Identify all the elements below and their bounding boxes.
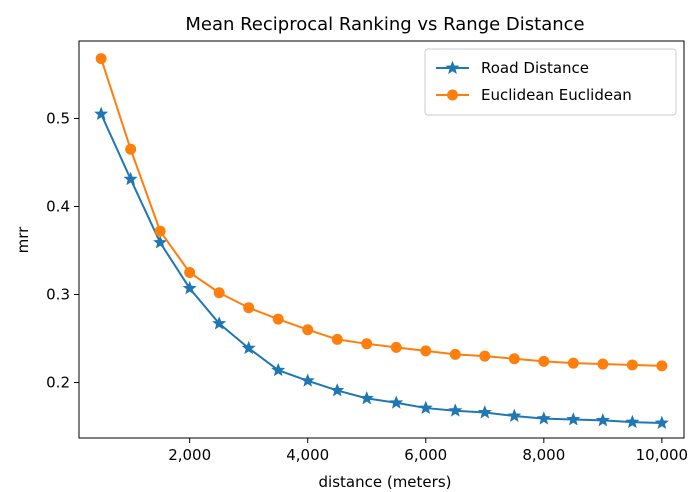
data-point	[536, 411, 551, 425]
data-point	[389, 395, 404, 409]
chart-title: Mean Reciprocal Ranking vs Range Distanc…	[185, 14, 584, 35]
data-point	[479, 350, 491, 362]
data-point	[331, 333, 343, 345]
data-point	[597, 358, 609, 370]
data-point	[184, 267, 196, 279]
data-point	[566, 412, 581, 426]
series-line	[100, 113, 662, 425]
data-point	[154, 225, 166, 237]
legend-item: Road Distance	[436, 59, 589, 77]
series-2	[95, 53, 668, 372]
data-point	[449, 348, 461, 360]
data-point	[300, 373, 315, 387]
data-point	[390, 341, 402, 353]
data-point	[625, 414, 640, 429]
legend-item: Euclidean Euclidean	[436, 86, 632, 104]
y-tick-label: 0.4	[46, 197, 70, 215]
data-point	[243, 302, 255, 314]
data-point	[123, 171, 138, 186]
data-point	[656, 360, 668, 372]
data-point	[95, 53, 107, 65]
x-tick-label: 4,000	[286, 446, 329, 464]
y-tick-label: 0.5	[46, 109, 70, 127]
data-point	[272, 313, 284, 325]
data-point	[359, 391, 374, 405]
x-tick-label: 8,000	[522, 446, 565, 464]
legend-marker	[447, 89, 458, 101]
data-point	[654, 415, 669, 429]
data-point	[477, 405, 492, 419]
y-axis: 0.2 0.3 0.4 0.5	[46, 109, 79, 392]
data-point	[241, 340, 256, 355]
data-point	[94, 106, 109, 121]
data-point	[420, 345, 432, 357]
data-point	[153, 235, 168, 249]
x-axis-title: distance (meters)	[319, 473, 452, 491]
data-point	[567, 357, 579, 369]
y-axis-title: mrr	[14, 226, 32, 254]
data-point	[182, 280, 197, 295]
data-point	[213, 287, 225, 299]
data-point	[361, 338, 373, 350]
data-point	[418, 400, 433, 415]
legend-marker	[445, 60, 460, 74]
legend: Road Distance Euclidean Euclidean	[424, 48, 677, 116]
series-layer	[94, 53, 669, 429]
y-tick-label: 0.2	[46, 374, 70, 392]
data-point	[448, 403, 463, 417]
data-point	[507, 408, 522, 422]
x-tick-label: 2,000	[168, 446, 211, 464]
legend-label: Euclidean Euclidean	[481, 86, 632, 104]
legend-box	[424, 48, 677, 116]
x-tick-label: 10,000	[636, 446, 689, 464]
data-point	[508, 353, 520, 365]
data-point	[271, 362, 286, 377]
series-1	[94, 106, 669, 429]
x-tick-label: 6,000	[404, 446, 447, 464]
data-point	[302, 324, 314, 336]
data-point	[330, 383, 345, 397]
data-point	[626, 359, 638, 371]
y-tick-label: 0.3	[46, 286, 70, 304]
data-point	[538, 355, 550, 367]
x-axis: 2,000 4,000 6,000 8,000 10,000	[168, 438, 688, 464]
data-point	[595, 413, 610, 427]
legend-label: Road Distance	[481, 59, 589, 77]
data-point	[125, 143, 137, 155]
data-point	[212, 316, 227, 330]
